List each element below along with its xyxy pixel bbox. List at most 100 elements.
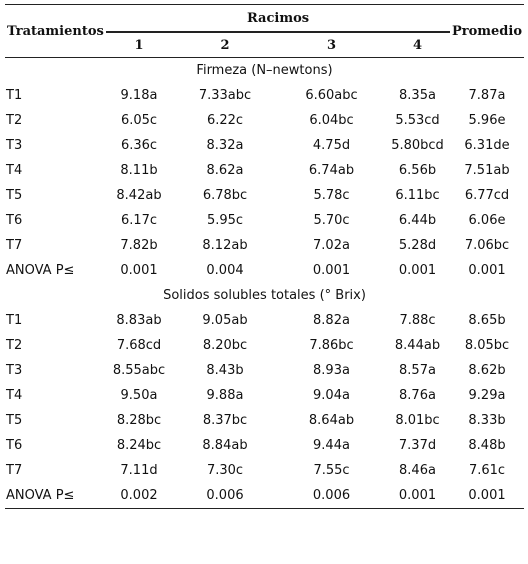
cell: 6.60abc [305, 88, 358, 103]
cell: 0.006 [172, 483, 278, 509]
cell: 0.001 [385, 483, 450, 509]
table-row: T3 6.36c 8.32a 4.75d 5.80bcd 6.31de [5, 133, 524, 158]
racimos-header: Racimos [106, 4, 450, 32]
cell: 6.31de [464, 138, 510, 153]
promedio-header: Promedio [450, 4, 524, 58]
cell: 6.11bc [395, 188, 440, 203]
cell: 7.61c [468, 463, 506, 478]
cell: 5.70c [313, 213, 350, 228]
cell: 8.35a [399, 88, 436, 103]
table-row: T4 9.50a 9.88a 9.04a 8.76a 9.29a [5, 383, 524, 408]
cell: 6.36c [120, 138, 158, 153]
row-label: T3 [6, 363, 23, 378]
row-label: T6 [6, 213, 23, 228]
row-label: T2 [6, 113, 23, 128]
cell: 5.80bcd [391, 138, 444, 153]
cell: 5.95c [206, 213, 244, 228]
cell: 8.76a [399, 388, 436, 403]
table-row: T2 6.05c 6.22c 6.04bc 5.53cd 5.96e [5, 108, 524, 133]
cell: 6.17c [120, 213, 158, 228]
cell: 6.05c [120, 113, 158, 128]
table-header: Tratamientos Racimos Promedio 1 2 3 4 [5, 4, 524, 58]
cell: 6.77cd [464, 188, 510, 203]
racimo-col-1-header: 1 [106, 32, 172, 58]
cell: 6.56b [398, 163, 437, 178]
cell: 6.04bc [309, 113, 354, 128]
cell: 6.22c [206, 113, 244, 128]
cell: 6.44b [398, 213, 437, 228]
cell: 7.87a [468, 88, 506, 103]
cell: 0.001 [468, 263, 506, 278]
table-row: T7 7.82b 8.12ab 7.02a 5.28d 7.06bc [5, 233, 524, 258]
cell: 8.44ab [394, 338, 441, 353]
cell: 7.88c [399, 313, 436, 328]
cell: 8.82a [313, 313, 350, 328]
cell: 9.18a [120, 88, 158, 103]
cell: 8.20bc [202, 338, 248, 353]
cell: 7.51ab [464, 163, 510, 178]
racimo-col-4-header: 4 [385, 32, 450, 58]
cell: 9.29a [468, 388, 506, 403]
cell: 8.46a [399, 463, 436, 478]
row-label: T4 [6, 388, 23, 403]
cell: 8.33b [468, 413, 506, 428]
cell: 8.62a [206, 163, 244, 178]
row-label: T7 [6, 238, 23, 253]
row-label: T5 [6, 413, 23, 428]
cell: 5.96e [468, 113, 506, 128]
cell: 9.05ab [202, 313, 248, 328]
cell: 0.004 [206, 263, 244, 278]
table-row: T6 6.17c 5.95c 5.70c 6.44b 6.06e [5, 208, 524, 233]
cell: 9.04a [313, 388, 350, 403]
row-label: T1 [6, 88, 23, 103]
results-table-container: Tratamientos Racimos Promedio 1 2 3 4 Fi… [5, 4, 524, 509]
cell: 0.001 [120, 263, 158, 278]
section-title: Firmeza (N–newtons) [196, 63, 333, 78]
cell: 7.55c [313, 463, 350, 478]
row-label: T7 [6, 463, 23, 478]
section-title-row: Firmeza (N–newtons) [5, 58, 524, 83]
cell: 7.02a [313, 238, 350, 253]
cell: 8.93a [313, 363, 350, 378]
cell: 6.74ab [308, 163, 355, 178]
table-body: Firmeza (N–newtons) T1 9.18a 7.33abc 6.6… [5, 58, 524, 509]
table-row: T5 8.42ab 6.78bc 5.78c 6.11bc 6.77cd [5, 183, 524, 208]
row-label: T6 [6, 438, 23, 453]
cell: 8.83ab [116, 313, 162, 328]
cell: 5.28d [398, 238, 437, 253]
cell: 8.11b [120, 163, 158, 178]
row-label: T3 [6, 138, 23, 153]
cell: 9.88a [206, 388, 244, 403]
cell: 7.33abc [198, 88, 252, 103]
cell: 0.001 [398, 263, 437, 278]
cell: 4.75d [312, 138, 351, 153]
racimo-col-2-header: 2 [172, 32, 278, 58]
table-row: T4 8.11b 8.62a 6.74ab 6.56b 7.51ab [5, 158, 524, 183]
anova-row: ANOVA P≤ 0.001 0.004 0.001 0.001 0.001 [5, 258, 524, 283]
cell: 8.48b [468, 438, 506, 453]
cell: 5.78c [313, 188, 350, 203]
section-title: Solidos solubles totales (° Brix) [163, 288, 366, 303]
results-table: Tratamientos Racimos Promedio 1 2 3 4 Fi… [5, 4, 524, 509]
row-label: T5 [6, 188, 23, 203]
cell: 0.002 [106, 483, 172, 509]
table-row: T6 8.24bc 8.84ab 9.44a 7.37d 8.48b [5, 433, 524, 458]
racimo-col-3-header: 3 [278, 32, 385, 58]
cell: 8.62b [468, 363, 506, 378]
cell: 7.06bc [464, 238, 510, 253]
cell: 7.68cd [116, 338, 162, 353]
cell: 8.55abc [112, 363, 166, 378]
cell: 8.05bc [464, 338, 510, 353]
cell: 8.57a [399, 363, 436, 378]
cell: 8.32a [206, 138, 244, 153]
cell: 8.24bc [116, 438, 162, 453]
cell: 0.001 [312, 263, 351, 278]
cell: 7.11d [120, 463, 158, 478]
row-label: T2 [6, 338, 23, 353]
table-row: T2 7.68cd 8.20bc 7.86bc 8.44ab 8.05bc [5, 333, 524, 358]
cell: 6.06e [468, 213, 506, 228]
table-row: T1 9.18a 7.33abc 6.60abc 8.35a 7.87a [5, 83, 524, 108]
cell: 7.86bc [309, 338, 354, 353]
table-row: T7 7.11d 7.30c 7.55c 8.46a 7.61c [5, 458, 524, 483]
cell: 8.65b [468, 313, 506, 328]
